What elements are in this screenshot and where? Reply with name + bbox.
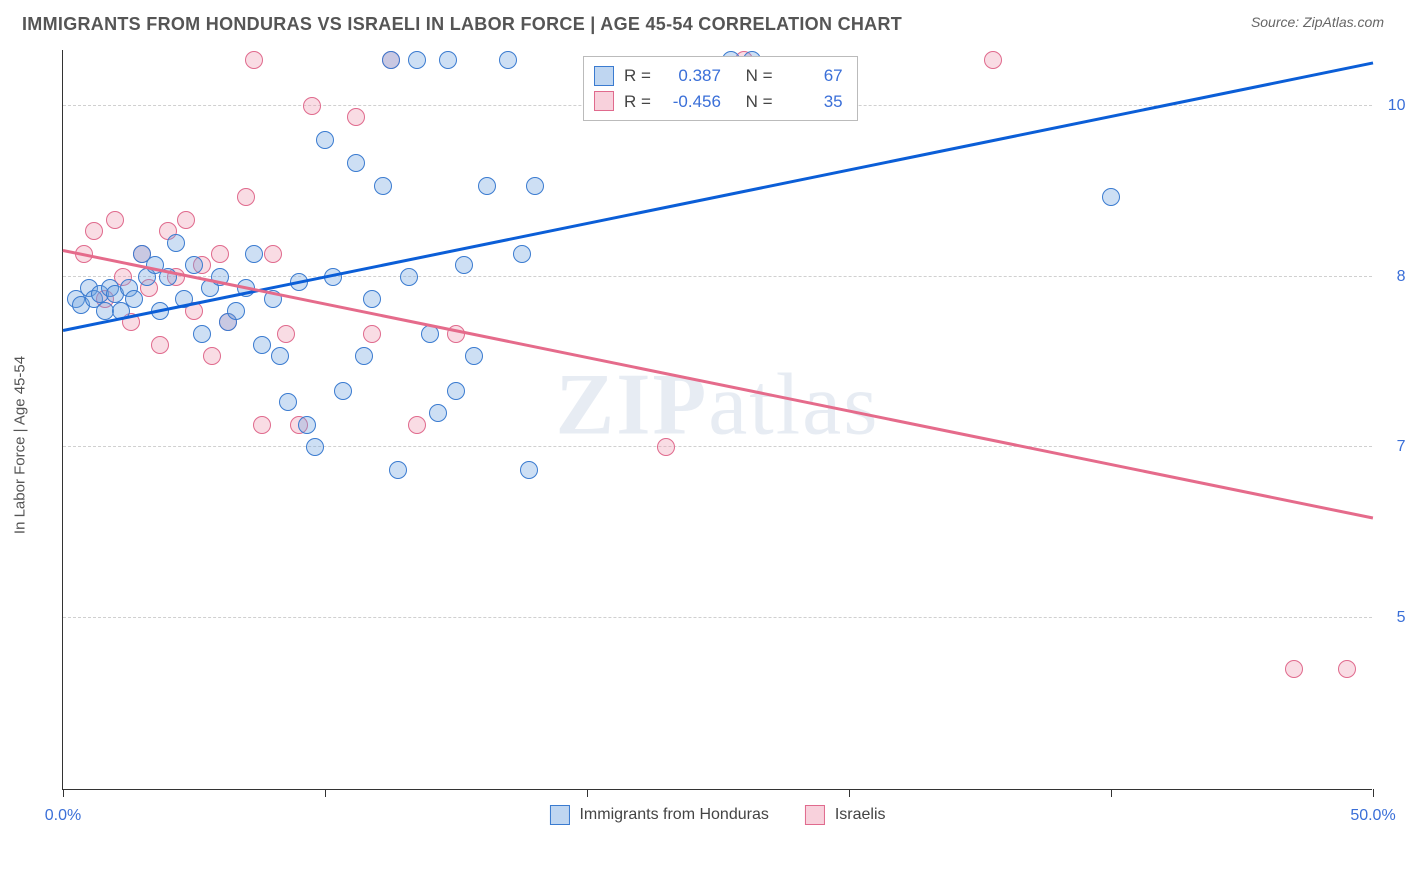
data-point-blue	[306, 438, 324, 456]
r-label: R =	[624, 89, 651, 115]
x-tick	[63, 789, 64, 797]
data-point-pink	[245, 51, 263, 69]
source-name: ZipAtlas.com	[1303, 14, 1384, 30]
data-point-blue	[1102, 188, 1120, 206]
swatch-pink-icon	[805, 805, 825, 825]
data-point-pink	[277, 325, 295, 343]
data-point-pink	[253, 416, 271, 434]
x-tick	[587, 789, 588, 797]
y-axis-label: In Labor Force | Age 45-54	[12, 356, 29, 534]
data-point-blue	[478, 177, 496, 195]
data-point-blue	[279, 393, 297, 411]
data-point-blue	[526, 177, 544, 195]
legend-label-pink: Israelis	[835, 806, 886, 824]
source-prefix: Source:	[1251, 14, 1303, 30]
data-point-pink	[264, 245, 282, 263]
y-tick-label: 85.0%	[1382, 268, 1406, 286]
data-point-blue	[499, 51, 517, 69]
legend-item-blue: Immigrants from Honduras	[549, 805, 768, 825]
data-point-blue	[193, 325, 211, 343]
data-point-blue	[253, 336, 271, 354]
y-tick-label: 55.0%	[1382, 609, 1406, 627]
watermark: ZIPatlas	[556, 354, 880, 455]
chart-container: In Labor Force | Age 45-54 ZIPatlas R = …	[48, 50, 1388, 840]
data-point-blue	[408, 51, 426, 69]
data-point-blue	[382, 51, 400, 69]
r-value-blue: 0.387	[661, 63, 721, 89]
source-attribution: Source: ZipAtlas.com	[1251, 14, 1384, 30]
x-tick-label: 0.0%	[45, 807, 81, 825]
legend-label-blue: Immigrants from Honduras	[579, 806, 768, 824]
legend-row-blue: R = 0.387 N = 67	[594, 63, 843, 89]
chart-title: IMMIGRANTS FROM HONDURAS VS ISRAELI IN L…	[22, 14, 902, 35]
swatch-blue-icon	[549, 805, 569, 825]
data-point-blue	[400, 268, 418, 286]
data-point-blue	[363, 290, 381, 308]
watermark-bold: ZIP	[556, 356, 709, 453]
data-point-blue	[185, 256, 203, 274]
data-point-blue	[465, 347, 483, 365]
legend-item-pink: Israelis	[805, 805, 886, 825]
data-point-pink	[657, 438, 675, 456]
data-point-blue	[429, 404, 447, 422]
data-point-pink	[151, 336, 169, 354]
data-point-blue	[227, 302, 245, 320]
data-point-pink	[211, 245, 229, 263]
data-point-blue	[271, 347, 289, 365]
data-point-pink	[203, 347, 221, 365]
swatch-pink-icon	[594, 91, 614, 111]
legend-row-pink: R = -0.456 N = 35	[594, 89, 843, 115]
data-point-blue	[520, 461, 538, 479]
data-point-blue	[355, 347, 373, 365]
data-point-pink	[177, 211, 195, 229]
data-point-pink	[984, 51, 1002, 69]
data-point-blue	[347, 154, 365, 172]
x-tick	[325, 789, 326, 797]
x-tick	[1111, 789, 1112, 797]
n-value-blue: 67	[783, 63, 843, 89]
data-point-blue	[439, 51, 457, 69]
data-point-blue	[374, 177, 392, 195]
swatch-blue-icon	[594, 66, 614, 86]
data-point-blue	[389, 461, 407, 479]
data-point-pink	[237, 188, 255, 206]
data-point-pink	[1285, 660, 1303, 678]
data-point-blue	[455, 256, 473, 274]
data-point-blue	[334, 382, 352, 400]
r-label: R =	[624, 63, 651, 89]
legend-series: Immigrants from Honduras Israelis	[549, 805, 885, 825]
data-point-blue	[298, 416, 316, 434]
data-point-pink	[303, 97, 321, 115]
watermark-rest: atlas	[708, 356, 879, 453]
y-tick-label: 70.0%	[1382, 438, 1406, 456]
data-point-pink	[106, 211, 124, 229]
r-value-pink: -0.456	[661, 89, 721, 115]
n-value-pink: 35	[783, 89, 843, 115]
data-point-blue	[245, 245, 263, 263]
data-point-blue	[513, 245, 531, 263]
data-point-pink	[85, 222, 103, 240]
data-point-blue	[167, 234, 185, 252]
data-point-blue	[447, 382, 465, 400]
data-point-blue	[316, 131, 334, 149]
data-point-pink	[347, 108, 365, 126]
data-point-pink	[363, 325, 381, 343]
n-label: N =	[746, 89, 773, 115]
n-label: N =	[746, 63, 773, 89]
regression-line-pink	[63, 249, 1373, 519]
x-tick	[1373, 789, 1374, 797]
data-point-pink	[1338, 660, 1356, 678]
gridline	[63, 617, 1372, 618]
y-tick-label: 100.0%	[1382, 97, 1406, 115]
gridline	[63, 446, 1372, 447]
x-tick	[849, 789, 850, 797]
gridline	[63, 276, 1372, 277]
data-point-blue	[125, 290, 143, 308]
plot-area: ZIPatlas R = 0.387 N = 67 R = -0.456 N =…	[62, 50, 1372, 790]
data-point-pink	[408, 416, 426, 434]
legend-correlation-box: R = 0.387 N = 67 R = -0.456 N = 35	[583, 56, 858, 121]
x-tick-label: 50.0%	[1350, 807, 1395, 825]
